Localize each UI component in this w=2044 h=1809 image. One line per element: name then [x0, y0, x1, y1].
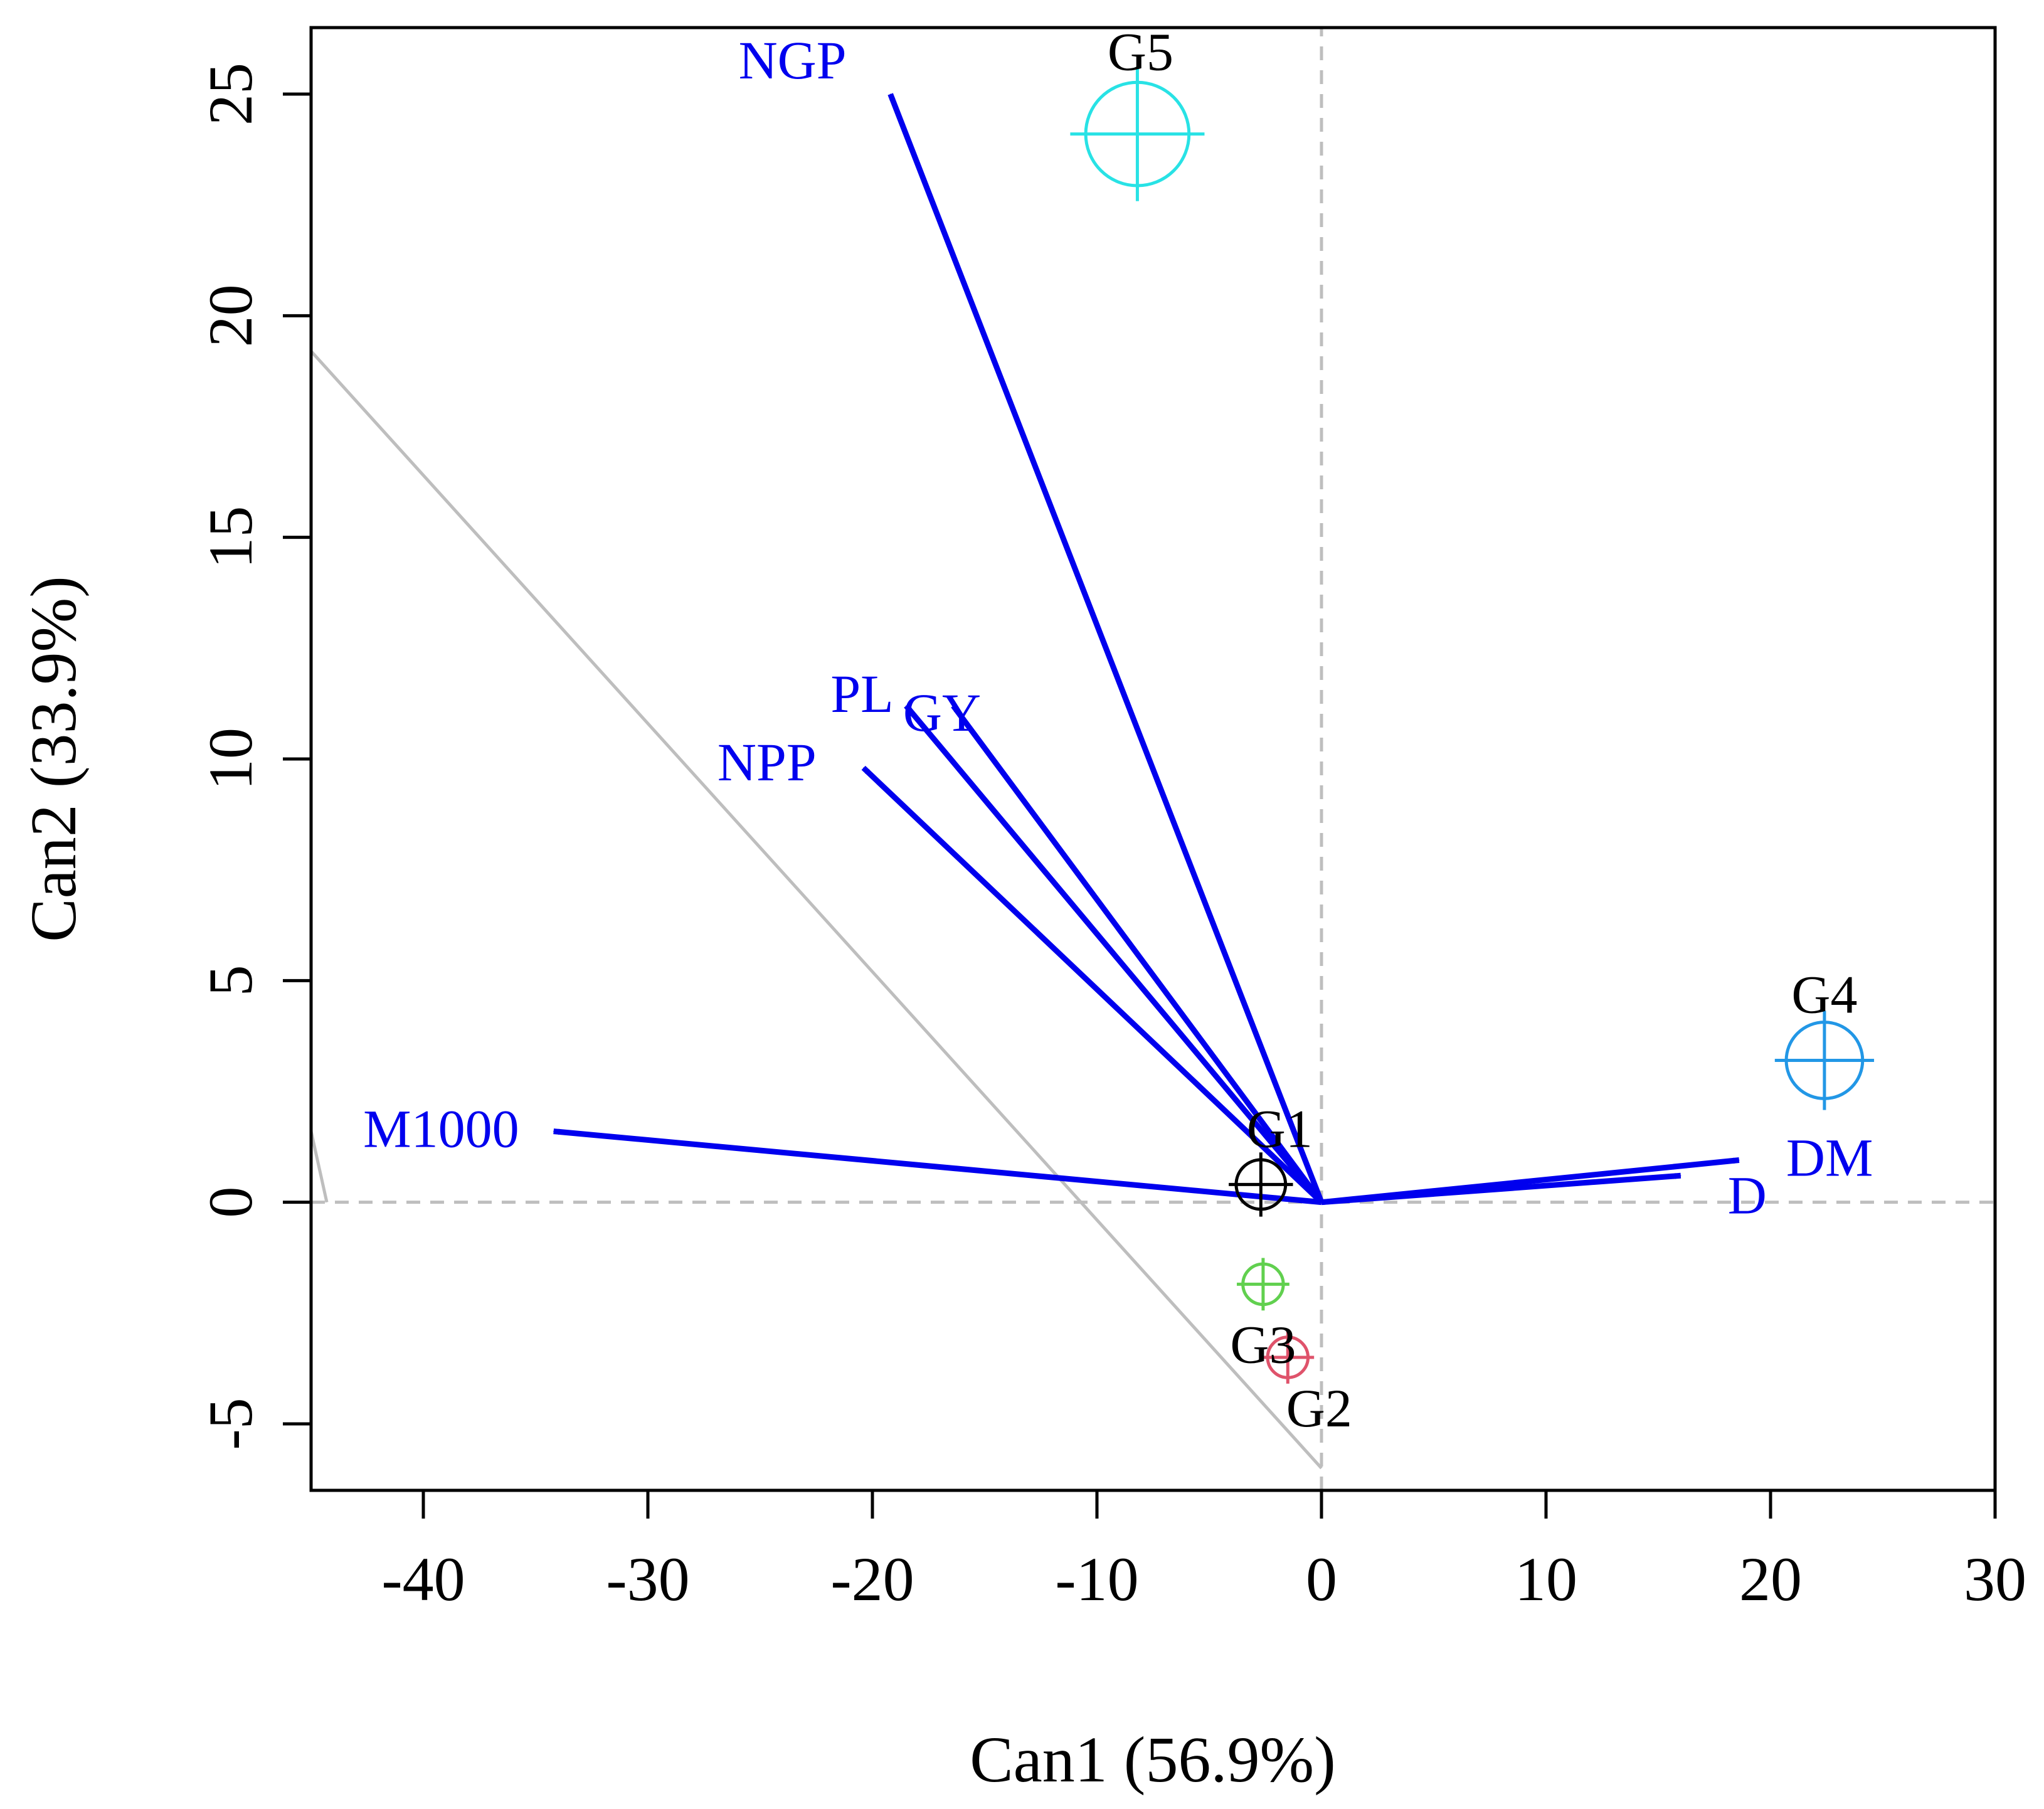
y-tick-label-3: 10: [196, 728, 265, 790]
x-tick-label-7: 30: [1964, 1544, 2026, 1614]
vector-arrow-gy: [951, 704, 1324, 1204]
vector-label-dm: DM: [1786, 1128, 1873, 1188]
x-tick-label-0: -40: [381, 1544, 465, 1614]
group-label-g3: G3: [1230, 1314, 1296, 1374]
y-tick-label-4: 15: [196, 506, 265, 569]
vector-arrow-m1000: [553, 1128, 1322, 1206]
y-tick-label-1: 0: [196, 1187, 265, 1218]
y-tick-label-5: 20: [196, 284, 265, 347]
y-axis: -5 0 5 10 15 20 25: [196, 63, 313, 1450]
vector-label-npp: NPP: [718, 732, 817, 792]
guide-line-short: [309, 1131, 329, 1203]
x-tick-label-6: 20: [1739, 1544, 1802, 1614]
vector-arrow-ngp: [887, 93, 1325, 1204]
vector-label-gy: GY: [903, 682, 981, 743]
plot-frame: [309, 26, 1997, 1492]
vector-label-m1000: M1000: [363, 1099, 519, 1159]
variable-vectors: NGP PL GY NPP M1000 D DM: [363, 30, 1873, 1225]
y-tick-label-6: 25: [196, 63, 265, 125]
x-axis: -40 -30 -20 -10 0 10 20 30: [381, 1488, 2026, 1614]
y-tick-label-0: -5: [196, 1398, 265, 1450]
vector-label-pl: PL: [830, 664, 893, 724]
group-label-g4: G4: [1791, 965, 1857, 1025]
x-axis-title: Can1 (56.9%): [970, 1724, 1335, 1796]
x-tick-label-4: 0: [1306, 1544, 1337, 1614]
vector-label-ngp: NGP: [739, 30, 847, 90]
vector-arrow-pl: [904, 704, 1324, 1204]
vector-arrow-npp: [861, 765, 1324, 1204]
group-label-g2: G2: [1286, 1378, 1352, 1438]
vector-label-d: D: [1728, 1165, 1767, 1225]
y-tick-label-2: 5: [196, 965, 265, 996]
reference-lines: [309, 28, 1995, 1490]
x-tick-label-5: 10: [1515, 1544, 1577, 1614]
group-label-g5: G5: [1108, 21, 1173, 82]
x-tick-label-1: -30: [606, 1544, 689, 1614]
y-axis-title: Can2 (33.9%): [18, 576, 90, 942]
x-tick-label-3: -10: [1055, 1544, 1138, 1614]
guide-line: [310, 350, 1323, 1470]
x-tick-label-2: -20: [830, 1544, 914, 1614]
vector-arrow-dm: [1321, 1157, 1740, 1206]
group-label-g1: G1: [1247, 1098, 1313, 1159]
